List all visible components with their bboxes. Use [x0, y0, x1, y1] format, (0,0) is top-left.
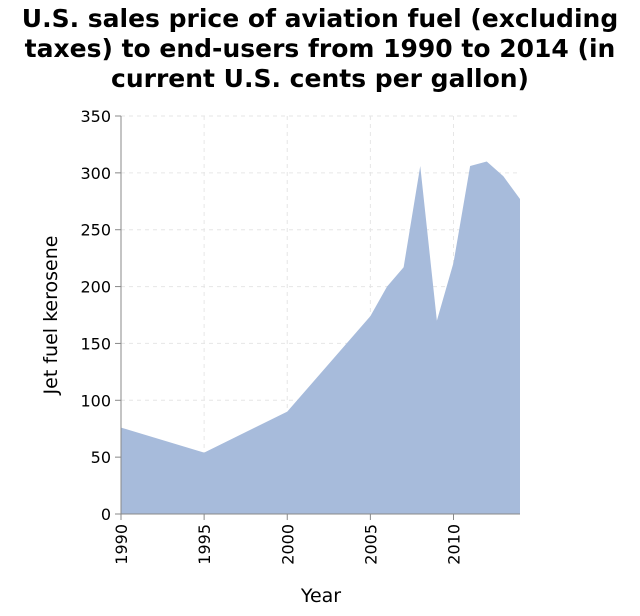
x-axis-title: Year [300, 585, 341, 607]
area-series-fill [121, 161, 520, 514]
x-tick-label: 2000 [278, 524, 297, 565]
y-axis-ticks: 0 50 100 150 200 250 300 350 [80, 107, 121, 524]
y-tick-label: 0 [101, 505, 111, 524]
y-tick-label: 150 [80, 334, 111, 353]
y-tick-label: 100 [80, 391, 111, 410]
chart-title: U.S. sales price of aviation fuel (exclu… [0, 4, 640, 94]
x-tick-label: 2005 [361, 524, 380, 565]
chart-title-line-3: current U.S. cents per gallon) [111, 64, 529, 93]
y-axis-title: Jet fuel kerosene [40, 236, 62, 396]
y-tick-label: 200 [80, 278, 111, 297]
x-axis-ticks: 1990 1995 2000 2005 2010 [112, 514, 464, 565]
chart-title-line-1: U.S. sales price of aviation fuel (exclu… [21, 4, 619, 33]
x-tick-label: 1995 [195, 524, 214, 565]
x-tick-label: 2010 [445, 524, 464, 565]
x-tick-label: 1990 [112, 524, 131, 565]
area-series [121, 161, 520, 514]
y-tick-label: 50 [91, 448, 111, 467]
y-tick-label: 350 [80, 107, 111, 126]
y-tick-label: 300 [80, 164, 111, 183]
chart-title-line-2: taxes) to end-users from 1990 to 2014 (i… [24, 34, 616, 63]
y-tick-label: 250 [80, 221, 111, 240]
